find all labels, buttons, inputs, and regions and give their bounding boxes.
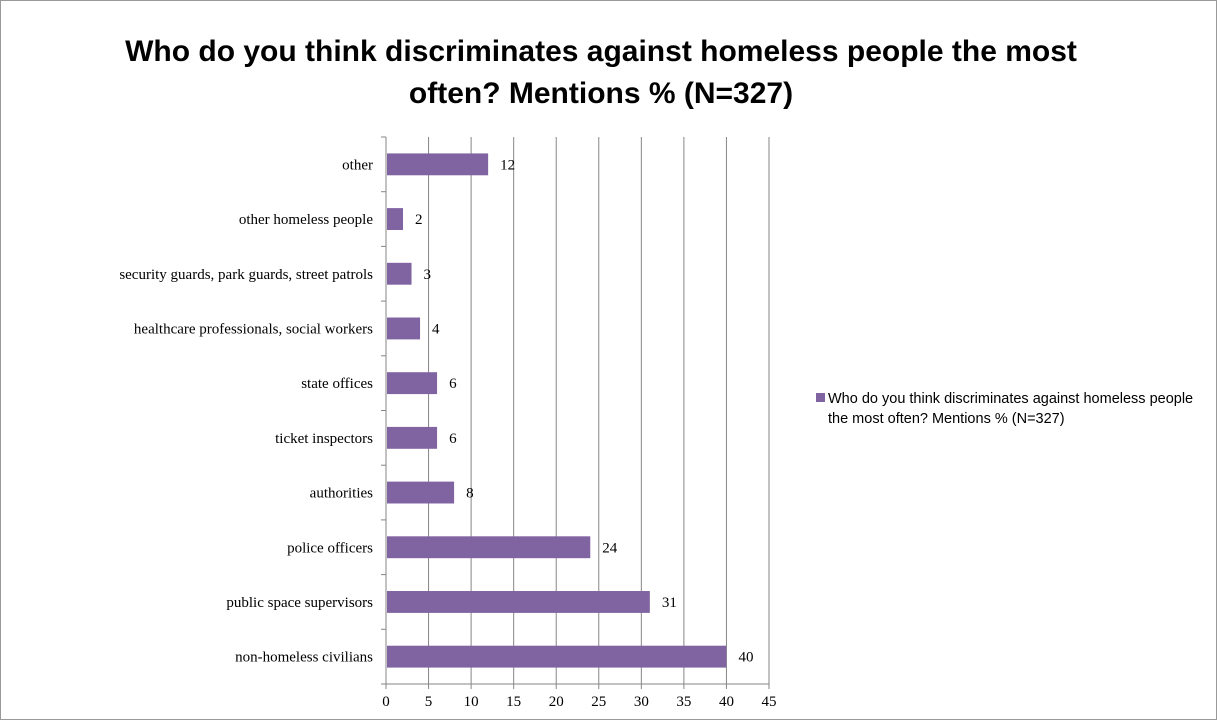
y-tick-label: authorities bbox=[310, 486, 373, 502]
y-tick-label: police officers bbox=[287, 540, 373, 556]
data-label: 24 bbox=[602, 540, 618, 556]
bar bbox=[387, 481, 455, 504]
bar bbox=[387, 317, 421, 340]
legend-swatch bbox=[816, 393, 825, 402]
x-tick-label: 0 bbox=[382, 694, 390, 710]
data-label: 2 bbox=[415, 212, 423, 228]
x-tick-label: 30 bbox=[634, 694, 649, 710]
y-tick-label: ticket inspectors bbox=[275, 431, 373, 447]
x-tick-label: 15 bbox=[506, 694, 521, 710]
bar bbox=[387, 262, 412, 285]
x-tick-label: 35 bbox=[676, 694, 691, 710]
bar bbox=[387, 426, 438, 449]
data-label: 31 bbox=[662, 595, 677, 611]
x-tick-label: 20 bbox=[549, 694, 564, 710]
bar bbox=[387, 645, 727, 668]
data-label: 8 bbox=[466, 486, 474, 502]
x-tick-label: 5 bbox=[425, 694, 433, 710]
data-label: 3 bbox=[424, 267, 432, 283]
bar bbox=[387, 153, 489, 176]
legend-label: Who do you think discriminates against h… bbox=[828, 391, 1194, 427]
x-tick-label: 45 bbox=[762, 694, 777, 710]
y-tick-label: public space supervisors bbox=[226, 595, 373, 611]
labels: 0 5 10 15 20 25 30 35 40 45 other 12 other homeless … bbox=[119, 157, 776, 710]
y-tick-label: non-homeless civilians bbox=[235, 650, 373, 666]
y-tick-label: other bbox=[342, 157, 373, 173]
legend: Who do you think discriminates against h… bbox=[816, 389, 1211, 429]
chart-title: Who do you think discriminates against h… bbox=[125, 35, 1077, 110]
data-label: 6 bbox=[449, 376, 457, 392]
bar bbox=[387, 372, 438, 395]
bar bbox=[387, 591, 650, 613]
y-tick-label: security guards, park guards, street pat… bbox=[119, 267, 373, 283]
bar bbox=[387, 208, 404, 230]
y-tick-label: state offices bbox=[301, 376, 373, 392]
data-label: 6 bbox=[449, 431, 457, 447]
axes bbox=[381, 136, 770, 689]
data-label: 40 bbox=[738, 650, 753, 666]
data-label: 4 bbox=[432, 321, 440, 337]
x-tick-label: 40 bbox=[719, 694, 734, 710]
y-tick-label: other homeless people bbox=[239, 212, 373, 228]
x-tick-label: 25 bbox=[591, 694, 606, 710]
bars bbox=[387, 153, 727, 668]
data-label: 12 bbox=[500, 157, 515, 173]
y-tick-label: healthcare professionals, social workers bbox=[134, 321, 373, 337]
bar bbox=[387, 536, 591, 559]
x-tick-label: 10 bbox=[464, 694, 479, 710]
